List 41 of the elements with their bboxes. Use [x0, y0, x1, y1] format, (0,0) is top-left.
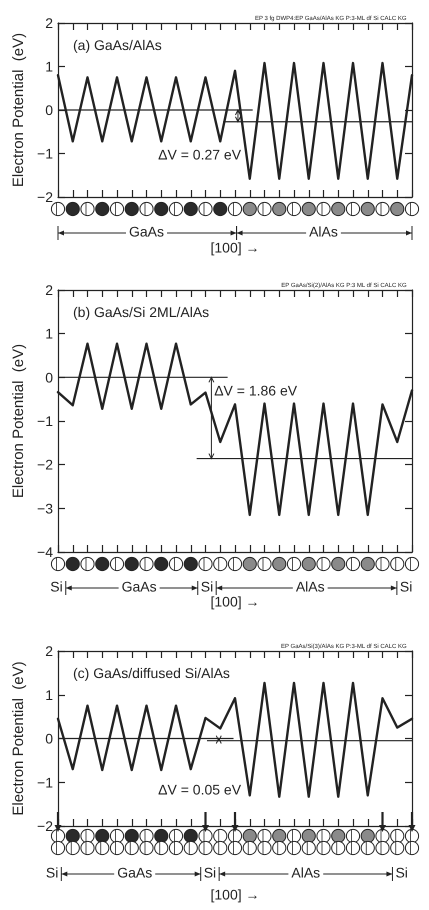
text: Si: [400, 578, 412, 595]
y-tick-label: 0: [45, 730, 54, 746]
y-axis-title: Electron Potential (eV): [10, 32, 28, 188]
text: AlAs: [309, 224, 338, 240]
y-tick-label: 2: [45, 643, 54, 659]
text: GaAs: [117, 864, 152, 881]
text: [100] →: [210, 594, 260, 610]
y-tick-label: 1: [45, 326, 54, 342]
text: AlAs: [296, 578, 325, 595]
text: GaAs: [122, 578, 157, 595]
text: Si: [204, 864, 216, 881]
text: (a) GaAs/AlAs: [73, 37, 162, 53]
y-tick-label: −1: [37, 413, 54, 429]
y-tick-label: 2: [45, 282, 54, 298]
annotation: ΔV = 0.05 eV: [158, 782, 242, 798]
text: Si: [50, 578, 63, 595]
y-tick-label: 1: [45, 58, 54, 74]
text: [100] →: [210, 886, 260, 903]
text: [100] →: [210, 240, 260, 256]
y-tick-label: 0: [45, 369, 54, 386]
y-tick-label: −4: [37, 544, 54, 560]
text: (b) GaAs/Si 2ML/AlAs: [73, 304, 210, 320]
y-tick-label: −1: [37, 146, 54, 162]
y-tick-label: −2: [37, 189, 54, 205]
y-tick-label: 2: [45, 15, 54, 31]
y-axis-title: Electron Potential (eV): [10, 344, 28, 498]
text: (c) GaAs/diffused Si/AlAs: [73, 665, 230, 681]
y-tick-label: −2: [37, 456, 54, 473]
y-axis-title: Electron Potential (eV): [10, 661, 28, 816]
y-tick-label: 0: [45, 102, 54, 118]
text: AlAs: [291, 864, 320, 881]
y-tick-label: 1: [45, 686, 54, 703]
text: GaAs: [128, 224, 164, 240]
text: Si: [395, 864, 408, 881]
y-tick-label: −3: [37, 500, 54, 516]
text: Si: [46, 864, 58, 881]
annotation: ΔV = 0.27 eV: [158, 146, 242, 162]
annotation: ΔV = 1.86 eV: [214, 382, 298, 398]
y-tick-label: −1: [37, 774, 54, 790]
y-tick-label: −2: [37, 818, 54, 834]
text: Si: [200, 578, 214, 595]
